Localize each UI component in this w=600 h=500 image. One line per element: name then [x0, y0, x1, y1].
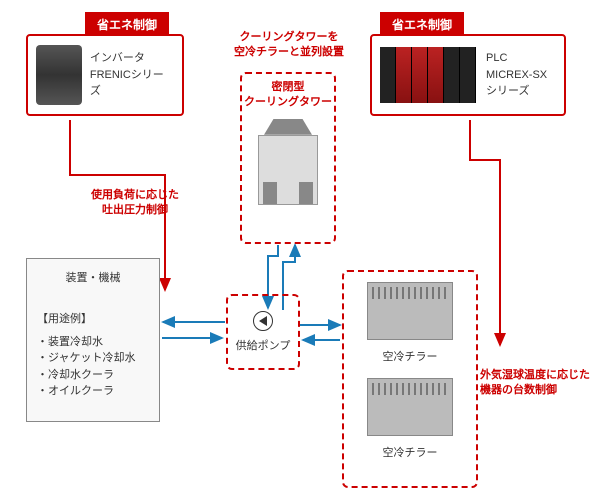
equip-i3: ・冷却水クーラ — [37, 367, 149, 384]
tower-graphic — [258, 119, 318, 205]
inverter-icon — [36, 45, 82, 105]
plc-label: PLC MICREX-SX シリーズ — [486, 50, 547, 100]
plc-l3: シリーズ — [486, 83, 547, 100]
plc-l2: MICREX-SX — [486, 67, 547, 84]
temp-note: 外気湿球温度に応じた 機器の台数制御 — [480, 368, 598, 399]
tower-note-l2: 空冷チラーと並列設置 — [214, 45, 364, 60]
equip-title: 装置・機械 — [27, 269, 159, 285]
equip-i1: ・装置冷却水 — [37, 334, 149, 351]
plc-icon — [380, 47, 476, 103]
pump-label: 供給ポンプ — [236, 337, 291, 353]
tower-label: 密閉型 クーリングタワー — [242, 80, 334, 111]
inverter-box: インバータ FRENICシリーズ — [26, 34, 184, 116]
equip-i4: ・オイルクーラ — [37, 383, 149, 400]
pump-icon — [253, 311, 273, 331]
equip-i2: ・ジャケット冷却水 — [37, 350, 149, 367]
plc-l1: PLC — [486, 50, 547, 67]
equipment-box: 装置・機械 【用途例】 ・装置冷却水 ・ジャケット冷却水 ・冷却水クーラ ・オイ… — [26, 258, 160, 422]
tower-dash-box: 密閉型 クーリングタワー — [240, 72, 336, 244]
equip-subtitle: 【用途例】 — [37, 311, 149, 328]
load-note-l1: 使用負荷に応じた — [75, 188, 195, 203]
pump-dash-box: 供給ポンプ — [226, 294, 300, 370]
load-note-l2: 吐出圧力制御 — [75, 203, 195, 218]
tower-note: クーリングタワーを 空冷チラーと並列設置 — [214, 30, 364, 61]
inverter-l2: FRENICシリーズ — [90, 67, 174, 100]
inverter-label: インバータ FRENICシリーズ — [90, 50, 174, 100]
tower-label-l2: クーリングタワー — [242, 95, 334, 110]
plc-box: PLC MICREX-SX シリーズ — [370, 34, 566, 116]
chiller-icon-1 — [367, 282, 453, 340]
inverter-l1: インバータ — [90, 50, 174, 67]
chiller-dash-box: 空冷チラー 空冷チラー — [342, 270, 478, 488]
chiller-label-2: 空冷チラー — [383, 444, 438, 460]
chiller-icon-2 — [367, 378, 453, 436]
tower-label-l1: 密閉型 — [242, 80, 334, 95]
load-note: 使用負荷に応じた 吐出圧力制御 — [75, 188, 195, 219]
temp-note-l1: 外気湿球温度に応じた — [480, 368, 598, 383]
chiller-label-1: 空冷チラー — [383, 348, 438, 364]
temp-note-l2: 機器の台数制御 — [480, 383, 598, 398]
tower-note-l1: クーリングタワーを — [214, 30, 364, 45]
